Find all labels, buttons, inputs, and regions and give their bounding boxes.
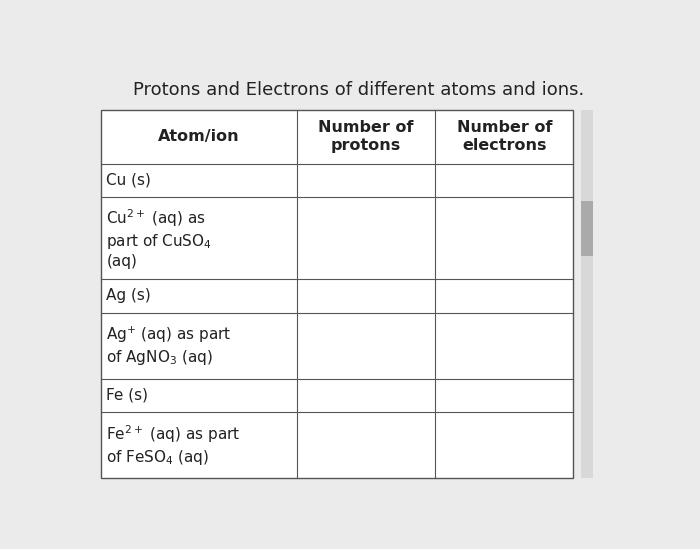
- Text: Ag (s): Ag (s): [106, 288, 151, 304]
- Text: Cu (s): Cu (s): [106, 172, 151, 188]
- Text: Number of
electrons: Number of electrons: [456, 120, 552, 153]
- Text: Ag$^{+}$ (aq) as part
of AgNO$_3$ (aq): Ag$^{+}$ (aq) as part of AgNO$_3$ (aq): [106, 324, 232, 367]
- Text: Fe$^{2+}$ (aq) as part
of FeSO$_4$ (aq): Fe$^{2+}$ (aq) as part of FeSO$_4$ (aq): [106, 423, 241, 467]
- Text: Cu$^{2+}$ (aq) as
part of CuSO$_4$
(aq): Cu$^{2+}$ (aq) as part of CuSO$_4$ (aq): [106, 207, 212, 269]
- Text: Protons and Electrons of different atoms and ions.: Protons and Electrons of different atoms…: [133, 81, 584, 99]
- Text: Fe (s): Fe (s): [106, 388, 148, 403]
- Bar: [581, 110, 593, 478]
- Text: Atom/ion: Atom/ion: [158, 130, 240, 144]
- Text: Number of
protons: Number of protons: [318, 120, 414, 153]
- Bar: [581, 201, 593, 256]
